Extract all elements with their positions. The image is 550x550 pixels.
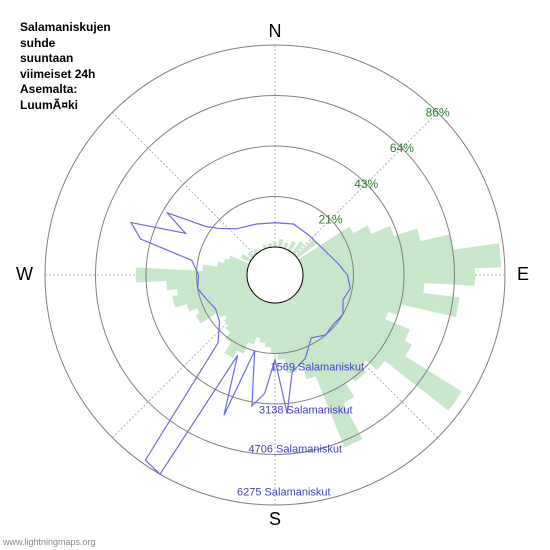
hub-circle	[247, 247, 303, 303]
count-label: 4706 Salamaniskut	[249, 443, 343, 455]
cardinal-label: W	[16, 264, 33, 284]
cardinal-label: S	[269, 509, 281, 529]
chart-title: Salamaniskujen suhde suuntaan viimeiset …	[20, 20, 111, 114]
count-label: 1569 Salamaniskut	[271, 361, 365, 373]
cardinal-label: N	[269, 21, 282, 41]
pct-label: 43%	[354, 177, 378, 191]
title-line: suhde	[20, 36, 55, 50]
title-line: Asemalta:	[20, 82, 77, 96]
rose-bar	[278, 239, 283, 248]
cardinal-label: E	[517, 264, 529, 284]
pct-label: 86%	[426, 105, 450, 119]
rose-bar	[273, 243, 276, 247]
title-line: viimeiset 24h	[20, 67, 95, 81]
title-line: Salamaniskujen	[20, 20, 111, 34]
count-label: 6275 Salamaniskut	[237, 486, 331, 498]
count-label: 3138 Salamaniskut	[259, 404, 353, 416]
footer-credit: www.lightningmaps.org	[3, 537, 96, 547]
pct-label: 64%	[390, 141, 414, 155]
pct-label: 21%	[318, 212, 342, 226]
title-line: LuumÃ¤ki	[20, 98, 78, 112]
title-line: suuntaan	[20, 51, 73, 65]
